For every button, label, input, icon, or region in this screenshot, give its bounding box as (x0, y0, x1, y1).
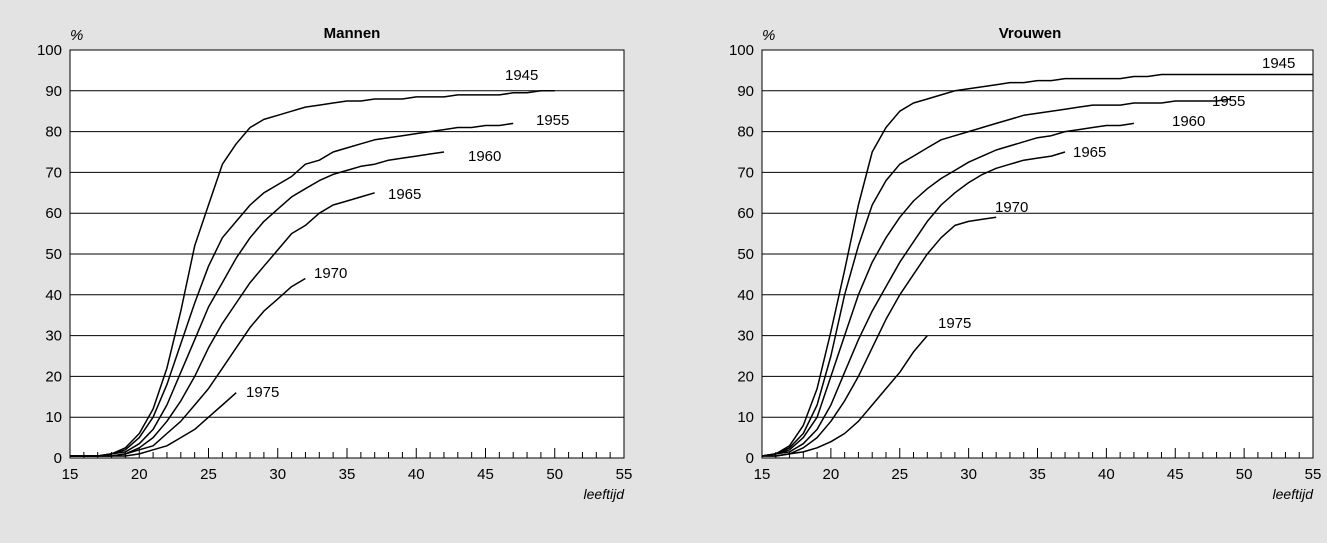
y-tick-label: 0 (746, 450, 754, 467)
x-tick-label: 45 (1167, 466, 1184, 483)
x-tick-label: 50 (1236, 466, 1253, 483)
x-tick-label: 55 (616, 466, 633, 483)
x-axis-label: leeftijd (584, 486, 626, 502)
y-tick-label: 10 (45, 409, 62, 426)
y-tick-label: 90 (737, 83, 754, 100)
x-tick-label: 40 (1098, 466, 1115, 483)
series-line-1965 (761, 151, 1066, 457)
y-tick-label: 100 (37, 42, 62, 59)
y-tick-label: 20 (737, 368, 754, 385)
y-tick-label: 60 (737, 205, 754, 222)
chart-title: Vrouwen (999, 25, 1062, 42)
series-label-1960: 1960 (468, 148, 501, 165)
series-label-1970: 1970 (314, 265, 347, 282)
y-tick-label: 40 (45, 287, 62, 304)
y-axis-unit: % (762, 27, 775, 44)
series-label-1945: 1945 (1262, 55, 1295, 72)
y-tick-label: 70 (737, 164, 754, 181)
y-tick-label: 30 (737, 328, 754, 345)
series-label-1965: 1965 (1073, 144, 1106, 161)
series-line-1945 (70, 90, 555, 457)
x-tick-label: 15 (754, 466, 771, 483)
series-label-1975: 1975 (938, 315, 971, 332)
series-label-1955: 1955 (536, 112, 569, 129)
x-tick-label: 40 (408, 466, 425, 483)
panel-vrouwen: 0 10 20 30 40 50 60 70 80 90 100 15 20 25 30 35 40 45 50 55… (729, 25, 1321, 502)
series-label-1960: 1960 (1172, 113, 1205, 130)
panel-mannen: 0 10 20 30 40 50 60 70 80 90 100 15 20 25 30 35 40 45 50 55… (37, 25, 632, 502)
series-line-1975 (762, 335, 928, 457)
y-tick-label: 40 (737, 287, 754, 304)
x-tick-label: 20 (823, 466, 840, 483)
y-tick-label: 80 (45, 124, 62, 141)
series-label-1945: 1945 (505, 67, 538, 84)
y-tick-label: 50 (737, 246, 754, 263)
y-tick-label: 100 (729, 42, 754, 59)
x-axis-label: leeftijd (1273, 486, 1315, 502)
series-label-1975: 1975 (246, 384, 279, 401)
x-tick-label: 15 (62, 466, 79, 483)
y-tick-label: 90 (45, 83, 62, 100)
y-tick-label: 80 (737, 124, 754, 141)
x-tick-label: 35 (339, 466, 356, 483)
series-line-1960 (70, 151, 445, 457)
series-line-1955 (761, 98, 1231, 457)
y-tick-label: 30 (45, 328, 62, 345)
x-tick-label: 35 (1029, 466, 1046, 483)
y-tick-label: 70 (45, 164, 62, 181)
series-line-1975 (70, 392, 237, 457)
x-tick-label: 25 (200, 466, 217, 483)
chart-title: Mannen (324, 25, 381, 42)
x-tick-label: 55 (1305, 466, 1322, 483)
y-tick-label: 60 (45, 205, 62, 222)
x-tick-label: 20 (131, 466, 148, 483)
y-tick-label: 0 (54, 450, 62, 467)
series-label-1970: 1970 (995, 199, 1028, 216)
series-line-1945 (761, 73, 1313, 457)
x-tick-label: 30 (960, 466, 977, 483)
series-line-1955 (70, 122, 514, 457)
y-tick-label: 10 (737, 409, 754, 426)
series-label-1955: 1955 (1212, 93, 1245, 110)
x-tick-label: 30 (269, 466, 286, 483)
x-tick-label: 50 (546, 466, 563, 483)
series-line-1970 (762, 216, 997, 457)
y-tick-label: 50 (45, 246, 62, 263)
x-tick-label: 25 (891, 466, 908, 483)
series-line-1960 (761, 122, 1135, 457)
y-axis-unit: % (70, 27, 83, 44)
x-tick-label: 45 (477, 466, 494, 483)
y-tick-label: 20 (45, 368, 62, 385)
series-label-1965: 1965 (388, 186, 421, 203)
